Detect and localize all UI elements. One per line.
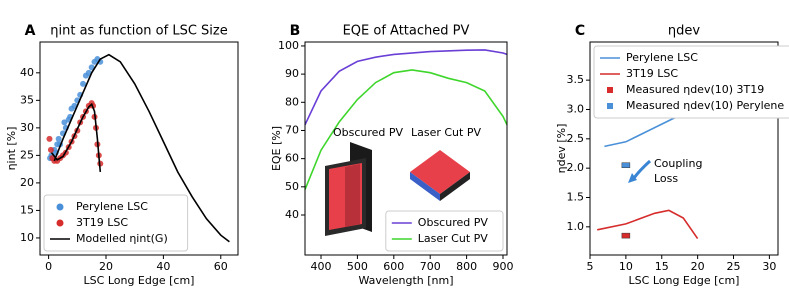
y-tick-label: 15 <box>20 203 34 216</box>
legend-label: Measured ηdev(10) Perylene <box>626 99 784 112</box>
point <box>88 64 95 71</box>
chart-title: EQE of Attached PV <box>343 24 470 39</box>
point <box>47 146 54 153</box>
point <box>621 232 631 239</box>
x-tick-label: 900 <box>492 260 513 273</box>
x-tick-label: 400 <box>311 260 332 273</box>
annotation: Laser Cut PV <box>411 126 481 139</box>
legend-swatch <box>56 219 64 227</box>
y-tick-label: 50 <box>285 180 299 193</box>
axes-frame <box>39 41 239 256</box>
y-tick-label: 30 <box>20 121 34 134</box>
y-tick-label: 70 <box>285 123 299 136</box>
inset-obscured-pv <box>325 142 372 236</box>
x-tick-label: 5 <box>587 260 594 273</box>
x-tick-label: 10 <box>619 260 633 273</box>
legend-label: Measured ηdev(10) 3T19 <box>626 83 764 96</box>
point <box>61 119 68 126</box>
series-line <box>597 209 699 240</box>
x-tick-label: 25 <box>727 260 741 273</box>
x-tick-label: 500 <box>347 260 368 273</box>
y-tick-label: 20 <box>20 176 34 189</box>
legend-swatch <box>607 103 613 109</box>
y-axis-label: ηint [%] <box>5 127 18 171</box>
x-axis-label: Wavelength [nm] <box>358 274 453 287</box>
x-tick-label: 60 <box>214 260 228 273</box>
x-tick-label: 0 <box>45 260 52 273</box>
y-tick-label: 3.5 <box>567 73 585 86</box>
legend-label: 3T19 LSC <box>626 67 678 80</box>
legend-label: Perylene LSC <box>626 51 698 64</box>
legend-box <box>43 194 189 252</box>
axes-frame <box>304 41 508 256</box>
x-tick-label: 800 <box>456 260 477 273</box>
y-tick-label: 2.0 <box>567 161 585 174</box>
y-tick-label: 3.0 <box>567 102 585 115</box>
x-axis-label: LSC Long Edge [cm] <box>84 274 195 287</box>
point <box>621 162 631 168</box>
legend-label: 3T19 LSC <box>76 216 128 229</box>
panel-label: B <box>290 23 301 39</box>
y-tick-label: 60 <box>285 152 299 165</box>
legend-box <box>385 210 504 252</box>
x-tick-label: 700 <box>420 260 441 273</box>
x-tick-label: 600 <box>383 260 404 273</box>
y-tick-label: 1.5 <box>567 190 585 203</box>
x-tick-label: 20 <box>691 260 705 273</box>
series-line <box>304 49 508 126</box>
x-tick-label: 30 <box>762 260 776 273</box>
annotation: Loss <box>654 172 678 185</box>
y-tick-label: 40 <box>20 66 34 79</box>
panel-label: A <box>25 23 36 39</box>
point <box>80 80 87 87</box>
legend-label: Perylene LSC <box>76 200 148 213</box>
series-line <box>304 69 508 190</box>
annotation: Obscured PV <box>333 126 404 139</box>
legend-swatch <box>607 87 613 93</box>
y-axis-label: ηdev [%] <box>555 124 568 174</box>
x-tick-label: 15 <box>655 260 669 273</box>
legend-label: Obscured PV <box>418 216 489 229</box>
series-line <box>50 102 102 172</box>
chart-title: ηdev <box>668 24 700 39</box>
chart-title: ηint as function of LSC Size <box>50 24 227 39</box>
y-tick-label: 40 <box>285 208 299 221</box>
y-tick-label: 25 <box>20 148 34 161</box>
legend-box <box>593 45 789 119</box>
y-tick-label: 1.0 <box>567 220 585 233</box>
point <box>55 135 62 142</box>
coupling-arrow <box>628 159 652 183</box>
panel-label: C <box>575 23 585 39</box>
x-tick-label: 40 <box>156 260 170 273</box>
y-axis-label: EQE [%] <box>270 126 283 171</box>
series-line <box>53 53 230 243</box>
y-tick-label: 10 <box>20 231 34 244</box>
legend-label: Laser Cut PV <box>418 232 488 245</box>
point <box>46 135 53 142</box>
legend-swatch <box>56 203 64 211</box>
y-tick-label: 100 <box>278 39 299 52</box>
x-tick-label: 20 <box>99 260 113 273</box>
y-tick-label: 90 <box>285 67 299 80</box>
legend-label: Modelled ηint(G) <box>76 232 168 245</box>
inset-laser-cut-pv <box>410 150 470 201</box>
y-tick-label: 35 <box>20 93 34 106</box>
y-tick-label: 80 <box>285 95 299 108</box>
axes-frame <box>589 41 779 256</box>
annotation: Coupling <box>654 157 702 170</box>
y-tick-label: 2.5 <box>567 132 585 145</box>
x-axis-label: LSC Long Edge [cm] <box>629 274 740 287</box>
